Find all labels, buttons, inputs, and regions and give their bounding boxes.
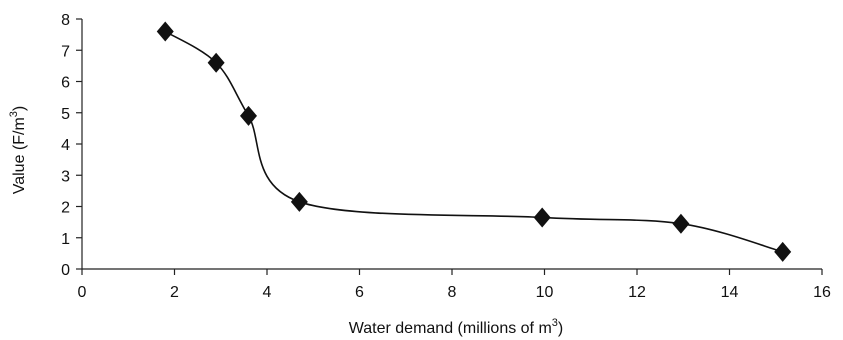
y-tick-label: 5	[61, 106, 70, 123]
x-tick-label: 4	[263, 284, 272, 301]
x-tick-label: 6	[355, 284, 364, 301]
x-tick-label: 16	[813, 284, 831, 301]
data-point-marker	[672, 213, 690, 234]
data-point-marker	[290, 191, 308, 212]
data-point-marker	[533, 207, 551, 228]
x-tick-label: 8	[448, 284, 457, 301]
series-line	[164, 30, 783, 253]
y-tick-label: 2	[61, 200, 70, 217]
y-axis-title-superscript: 3	[8, 111, 20, 117]
x-axis-ticks: 0 2 4 6 8 10 12 14 16	[78, 269, 831, 301]
x-axis-title: Water demand (millions of m3)	[349, 317, 563, 337]
x-tick-label: 2	[170, 284, 179, 301]
y-tick-label: 6	[61, 75, 70, 92]
y-tick-label: 0	[61, 262, 70, 279]
data-point-marker	[207, 52, 225, 73]
y-tick-label: 4	[61, 137, 70, 154]
y-tick-label: 7	[61, 43, 70, 60]
y-axis-ticks: 0 1 2 3 4 5 6 7 8	[61, 12, 82, 279]
x-tick-label: 0	[78, 284, 87, 301]
data-point-marker	[774, 241, 792, 262]
y-tick-label: 3	[61, 168, 70, 185]
chart-axes	[81, 19, 822, 270]
x-axis-title-superscript: 3	[552, 317, 558, 329]
data-point-marker	[240, 105, 257, 126]
x-tick-label: 14	[721, 284, 739, 301]
x-tick-label: 12	[628, 284, 646, 301]
x-tick-label: 10	[536, 284, 554, 301]
y-axis-title: Value (F/m3)	[8, 106, 28, 195]
series-group	[156, 21, 792, 262]
data-point-marker	[156, 21, 174, 42]
y-tick-label: 1	[61, 231, 70, 248]
y-tick-label: 8	[61, 12, 70, 29]
